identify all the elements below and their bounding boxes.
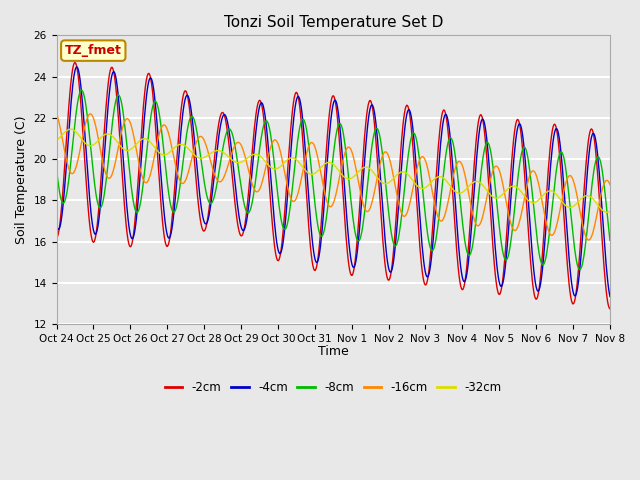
-16cm [63, 157, 70, 163]
Line: -4cm: -4cm [56, 67, 610, 297]
-2cm [206, 201, 214, 206]
-32cm [606, 208, 614, 214]
-32cm [67, 126, 74, 132]
Line: -2cm: -2cm [56, 62, 610, 309]
-4cm [606, 294, 614, 300]
-16cm [205, 152, 212, 158]
-32cm [401, 169, 409, 175]
-4cm [73, 64, 81, 70]
-4cm [63, 160, 70, 166]
-4cm [120, 171, 128, 177]
-16cm [606, 181, 614, 187]
-4cm [177, 134, 184, 140]
-16cm [52, 110, 60, 116]
X-axis label: Time: Time [318, 345, 349, 359]
-16cm [401, 214, 408, 219]
Line: -16cm: -16cm [56, 113, 610, 240]
-32cm [52, 137, 60, 143]
Text: TZ_fmet: TZ_fmet [65, 44, 122, 57]
-4cm [401, 122, 409, 128]
-8cm [401, 179, 409, 185]
-4cm [417, 234, 425, 240]
-8cm [63, 192, 70, 197]
-8cm [77, 87, 85, 93]
-2cm [177, 113, 184, 119]
-2cm [401, 106, 409, 112]
-4cm [52, 222, 60, 228]
-4cm [206, 209, 214, 215]
-8cm [206, 200, 214, 206]
-8cm [52, 167, 60, 172]
-32cm [63, 128, 70, 133]
-16cm [417, 155, 424, 161]
-2cm [417, 261, 425, 266]
Y-axis label: Soil Temperature (C): Soil Temperature (C) [15, 116, 28, 244]
-8cm [576, 267, 584, 273]
-8cm [606, 238, 614, 243]
-8cm [120, 119, 128, 124]
-2cm [606, 306, 614, 312]
-32cm [177, 142, 184, 147]
Line: -8cm: -8cm [56, 90, 610, 270]
Line: -32cm: -32cm [56, 129, 610, 212]
-2cm [52, 235, 60, 240]
-32cm [206, 151, 214, 157]
-2cm [71, 60, 79, 65]
-32cm [417, 185, 425, 191]
Legend: -2cm, -4cm, -8cm, -16cm, -32cm: -2cm, -4cm, -8cm, -16cm, -32cm [160, 377, 506, 399]
-2cm [63, 135, 70, 141]
Title: Tonzi Soil Temperature Set D: Tonzi Soil Temperature Set D [223, 15, 443, 30]
-16cm [120, 122, 127, 128]
-2cm [120, 200, 128, 206]
-32cm [603, 209, 611, 215]
-8cm [177, 180, 184, 185]
-16cm [584, 237, 592, 243]
-32cm [120, 147, 128, 153]
-16cm [176, 177, 184, 183]
-8cm [417, 174, 425, 180]
